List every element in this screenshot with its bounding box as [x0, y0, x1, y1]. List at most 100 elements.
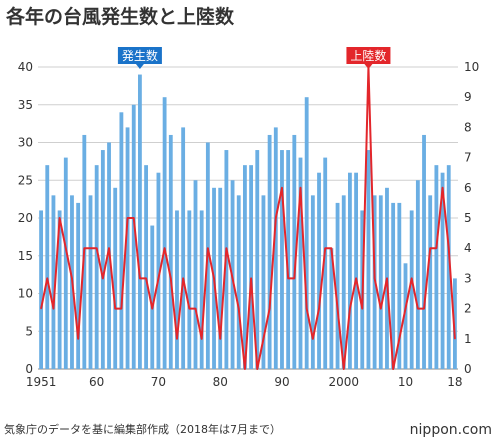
landfall-point-1982 — [231, 277, 234, 279]
bar-1998 — [329, 248, 334, 369]
landfall-point-1989 — [275, 217, 277, 219]
y-right-tick-label: 0 — [464, 362, 472, 376]
bar-1985 — [249, 165, 254, 369]
landfall-point-1972 — [170, 277, 172, 279]
y-right-tick-label: 10 — [464, 60, 479, 74]
source-note: 気象庁のデータを基に編集部作成（2018年は7月まで） — [4, 423, 281, 436]
y-left-tick-label: 5 — [25, 324, 33, 338]
bar-1999 — [335, 202, 340, 369]
bar-2010 — [403, 263, 408, 369]
landfall-point-1984 — [244, 368, 246, 370]
bar-1969 — [150, 225, 155, 369]
brand-logo: nippon.com — [409, 422, 492, 438]
bar-2018 — [452, 278, 457, 369]
landfall-callout-label: 上陸数 — [350, 48, 386, 63]
y-left-tick-label: 30 — [18, 136, 33, 150]
bar-1964 — [119, 112, 124, 370]
landfall-point-1975 — [188, 308, 190, 310]
landfall-point-1983 — [238, 308, 240, 310]
landfall-point-1951 — [40, 308, 42, 310]
landfall-point-1974 — [182, 277, 184, 279]
y-left-tick-label: 25 — [18, 173, 33, 187]
x-tick-label: 60 — [89, 375, 104, 389]
bar-2001 — [347, 172, 352, 369]
bar-1976 — [193, 180, 198, 369]
landfall-point-1988 — [269, 308, 271, 310]
bar-2006 — [378, 195, 383, 369]
bar-1989 — [273, 127, 278, 370]
bar-2013 — [422, 134, 426, 369]
bar-2011 — [409, 210, 414, 369]
bar-2002 — [354, 172, 359, 369]
y-left-tick-label: 40 — [18, 60, 33, 74]
bar-1983 — [236, 195, 241, 369]
landfall-point-1998 — [330, 247, 332, 249]
landfall-point-1960 — [96, 247, 98, 249]
axes: 0 5 10 15 20 25 30 35 40 0 1 2 3 4 5 6 7 8 9 10 1951 60 70 80 90… — [18, 60, 480, 389]
landfall-point-1987 — [262, 338, 265, 340]
bar-1987 — [261, 195, 266, 369]
bar-1966 — [131, 104, 136, 369]
bar-2015 — [434, 165, 439, 369]
landfall-point-1995 — [312, 338, 314, 340]
x-tick-label: 80 — [213, 375, 228, 389]
landfall-point-2016 — [441, 187, 444, 189]
landfall-point-1977 — [201, 338, 203, 340]
bar-1967 — [137, 74, 142, 370]
y-left-tick-label: 10 — [18, 287, 33, 301]
x-tick-label: 2000 — [328, 375, 359, 389]
bar-2012 — [415, 180, 420, 369]
landfall-point-2007 — [386, 277, 388, 279]
landfall-point-1993 — [299, 187, 302, 189]
y-left-tick-label: 20 — [18, 211, 33, 225]
landfall-callout — [346, 47, 391, 64]
bar-1984 — [242, 165, 247, 369]
bar-1996 — [317, 172, 321, 369]
landfall-point-1990 — [281, 187, 283, 189]
landfall-point-1994 — [306, 308, 308, 310]
landfall-point-1999 — [336, 308, 339, 310]
landfall-point-1971 — [164, 247, 166, 249]
landfall-point-2010 — [404, 308, 407, 310]
bar-2008 — [391, 202, 396, 369]
bar-1953 — [51, 195, 56, 369]
bar-2014 — [428, 195, 433, 369]
bar-1992 — [292, 134, 297, 369]
bar-1959 — [88, 195, 93, 369]
generation-callout-label: 発生数 — [122, 48, 158, 63]
y-right-tick-label: 9 — [464, 90, 472, 104]
bar-1993 — [298, 157, 303, 369]
bar-1960 — [94, 165, 99, 369]
bar-1990 — [280, 150, 284, 369]
bar-2016 — [440, 172, 445, 369]
landfall-point-2013 — [423, 308, 425, 310]
landfall-point-1970 — [157, 277, 160, 279]
y-left-tick-label: 35 — [18, 98, 33, 112]
y-right-tick-label: 8 — [464, 120, 472, 134]
landfall-point-1991 — [287, 277, 289, 279]
landfall-point-1952 — [46, 277, 48, 279]
bar-1991 — [286, 150, 291, 369]
landfall-point-2003 — [361, 308, 363, 310]
landfall-point-1953 — [52, 308, 55, 310]
bar-1971 — [162, 97, 167, 369]
landfall-point-2002 — [355, 277, 357, 279]
landfall-point-1954 — [59, 217, 61, 219]
landfall-point-1996 — [318, 308, 320, 310]
landfall-point-2014 — [429, 247, 431, 249]
landfall-point-1959 — [89, 247, 92, 249]
landfall-point-1963 — [114, 308, 116, 310]
landfall-point-2000 — [343, 368, 345, 370]
x-tick-label: 18 — [447, 375, 462, 389]
bar-1963 — [113, 187, 118, 369]
x-tick-label: 70 — [151, 375, 166, 389]
landfall-point-1958 — [83, 247, 85, 249]
x-tick-label: 10 — [398, 375, 413, 389]
landfall-point-1997 — [324, 247, 326, 249]
landfall-point-2017 — [448, 247, 450, 249]
bar-1974 — [181, 127, 186, 370]
landfall-point-2005 — [374, 277, 376, 279]
bar-1957 — [76, 202, 81, 369]
y-left-tick-label: 0 — [25, 362, 33, 376]
